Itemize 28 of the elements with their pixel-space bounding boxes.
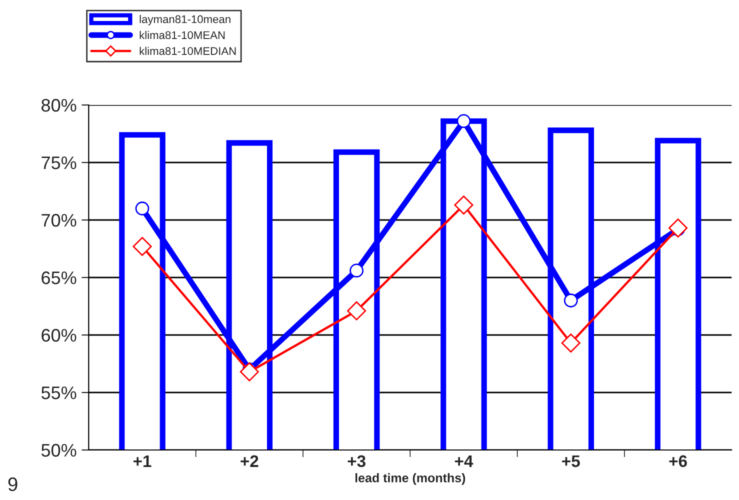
- x-axis-title: lead time (months): [355, 473, 466, 485]
- point: [240, 362, 259, 382]
- x-tick-label: +4: [454, 455, 474, 467]
- point: [135, 202, 150, 216]
- x-tick-label: +1: [133, 455, 152, 467]
- x-tick-label: +3: [348, 455, 366, 468]
- y-tick-label: 55%: [41, 386, 76, 400]
- point: [132, 236, 152, 256]
- point: [456, 114, 471, 128]
- x-tick-label: +2: [240, 455, 258, 467]
- y-tick-label: 75%: [42, 156, 76, 170]
- point: [561, 334, 580, 353]
- point: [454, 196, 474, 215]
- point: [564, 294, 578, 308]
- text: 9: [8, 477, 18, 492]
- y-tick-label: 60%: [42, 328, 76, 342]
- x-tick-label: +6: [669, 455, 687, 468]
- legend-label: klima81-10MEAN: [140, 30, 225, 40]
- point: [668, 218, 688, 238]
- y-tick-label: 50%: [41, 444, 76, 457]
- y-tick-label: 80%: [42, 98, 76, 112]
- x-tick-label: +5: [562, 455, 580, 468]
- legend-label: klima81-10MEDIAN: [140, 46, 236, 55]
- legend-label: layman81-10mean: [140, 15, 230, 26]
- point: [347, 301, 366, 320]
- y-tick-label: 65%: [42, 271, 76, 284]
- point: [350, 264, 364, 278]
- y-tick-label: 70%: [42, 214, 76, 227]
